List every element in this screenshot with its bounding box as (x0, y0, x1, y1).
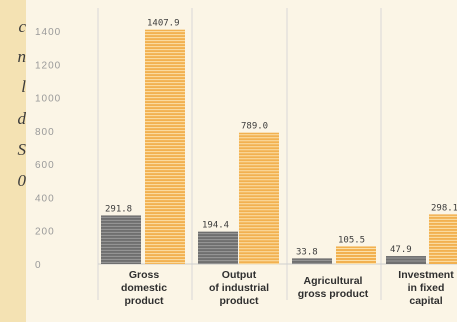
category-label: Investment (398, 269, 454, 281)
y-tick-label: 400 (35, 193, 55, 204)
y-tick-label: 800 (35, 127, 55, 138)
y-tick-label: 1400 (35, 27, 61, 38)
left-text-fragment: n (17, 47, 27, 66)
data-label: 298.1 (431, 203, 457, 213)
bar-rect (336, 246, 376, 264)
bar-rect (429, 214, 457, 264)
category-label: Gross (129, 269, 160, 281)
left-text-fragment: d (17, 109, 27, 128)
category-label: capital (409, 295, 442, 307)
category-label: in fixed (408, 282, 445, 294)
y-tick-label: 1200 (35, 60, 61, 71)
bar-orange (145, 29, 185, 265)
bar-grey (386, 256, 426, 264)
left-text-fragment: 0 (17, 171, 27, 190)
left-text-fragment: S (17, 140, 27, 159)
bar-rect (239, 132, 279, 264)
bar-grey (198, 231, 238, 265)
data-label: 105.5 (338, 235, 365, 245)
bar-rect (386, 256, 426, 264)
bar-chart: 0 200 400 600 800 1000 1200 1400 291.8 194.4 33.8 4… (35, 8, 457, 307)
bar-orange (239, 132, 279, 265)
bar-rect (292, 258, 332, 264)
y-tick-label: 1000 (35, 94, 61, 105)
bar-orange (336, 246, 376, 264)
data-label: 291.8 (105, 204, 132, 214)
category-label: Agricultural (304, 275, 363, 287)
data-label: 1407.9 (147, 19, 180, 29)
bar-grey (101, 215, 141, 264)
data-label: 789.0 (241, 122, 268, 132)
data-label: 47.9 (390, 245, 412, 255)
y-tick-label: 200 (35, 227, 55, 238)
y-tick-label: 0 (35, 260, 42, 271)
category-label: domestic (121, 282, 167, 294)
category-label: of industrial (209, 282, 269, 294)
left-text-fragment: l (21, 77, 26, 96)
category-label: product (219, 295, 259, 307)
data-label: 194.4 (202, 221, 229, 231)
bar-grey (292, 258, 332, 264)
data-label: 33.8 (296, 247, 318, 257)
category-label: Output (222, 269, 257, 281)
bar-rect (145, 29, 185, 265)
y-tick-label: 600 (35, 160, 55, 171)
category-label: gross product (298, 288, 369, 300)
chart-panel: 0 200 400 600 800 1000 1200 1400 291.8 194.4 33.8 4… (26, 0, 457, 322)
category-label: product (124, 295, 164, 307)
bar-orange (429, 214, 457, 264)
left-text-fragment: c (18, 17, 26, 36)
